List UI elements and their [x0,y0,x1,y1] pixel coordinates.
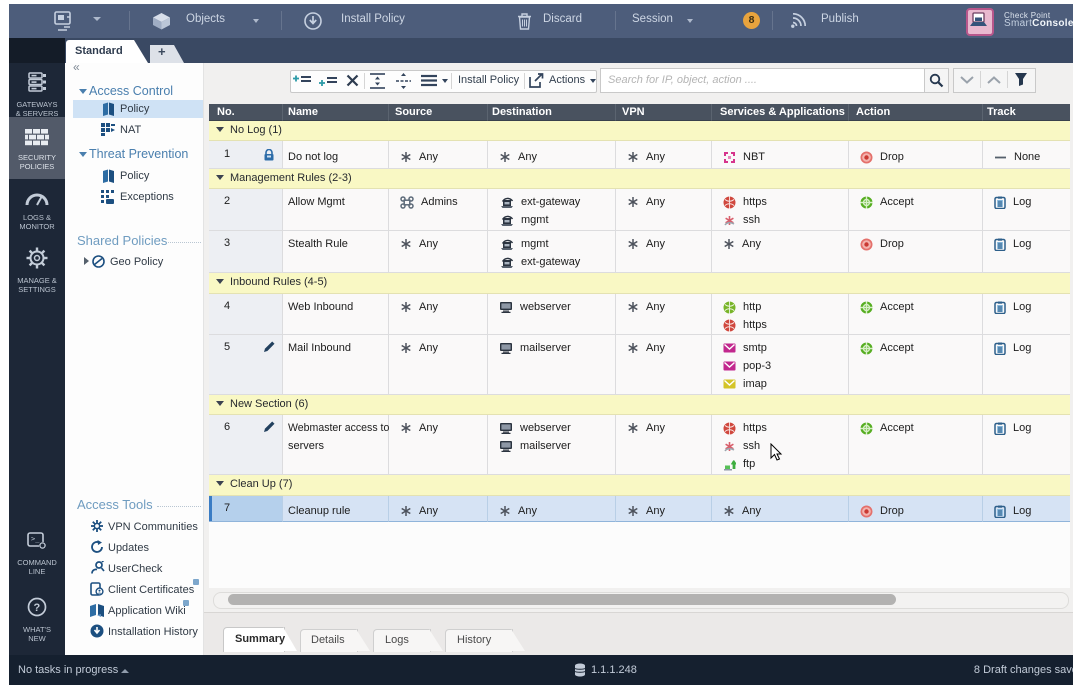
svg-text:>_: >_ [31,535,40,543]
svg-text:?: ? [34,602,41,614]
